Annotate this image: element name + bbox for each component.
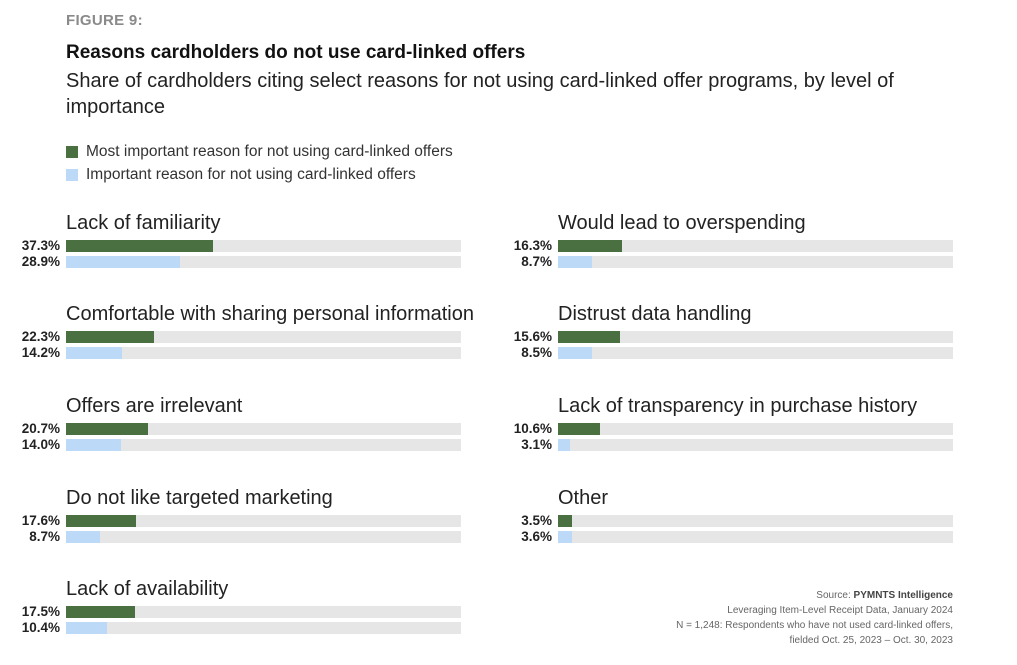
legend-item-most-important: Most important reason for not using card… — [66, 140, 453, 163]
category-label-comfortable-with-sharing-personal-information: Comfortable with sharing personal inform… — [66, 303, 474, 325]
bar-comfortable-with-sharing-personal-information-important — [66, 347, 123, 359]
bar-track-other-most-important — [558, 515, 953, 527]
data-label-do-not-like-targeted-marketing-most-important: 17.6% — [21, 513, 60, 528]
panel-do-not-like-targeted-marketing: Do not like targeted marketing 17.6% 8.7% — [22, 487, 466, 557]
bar-track-offers-are-irrelevant-most-important — [66, 423, 461, 435]
panel-lack-of-transparency-in-purchase-history: Lack of transparency in purchase history… — [514, 395, 958, 465]
source-line-4: fielded Oct. 25, 2023 – Oct. 30, 2023 — [789, 635, 953, 646]
bar-track-lack-of-availability-important — [66, 622, 461, 634]
legend-swatch-important — [66, 168, 78, 181]
panel-comfortable-with-sharing-personal-information: Comfortable with sharing personal inform… — [22, 303, 474, 373]
category-label-lack-of-transparency-in-purchase-history: Lack of transparency in purchase history — [558, 395, 918, 417]
bar-track-lack-of-transparency-in-purchase-history-most-important — [558, 423, 953, 435]
bar-lack-of-availability-important — [66, 622, 108, 634]
bar-other-important — [558, 531, 573, 543]
category-label-do-not-like-targeted-marketing: Do not like targeted marketing — [66, 487, 333, 509]
data-label-offers-are-irrelevant-most-important: 20.7% — [21, 421, 60, 436]
bar-distrust-data-handling-most-important — [558, 331, 620, 343]
category-label-lack-of-familiarity: Lack of familiarity — [66, 212, 221, 234]
source-line-1: Source: PYMNTS Intelligence — [676, 588, 953, 603]
bar-lack-of-familiarity-most-important — [66, 240, 214, 252]
bar-lack-of-availability-most-important — [66, 606, 136, 618]
panel-would-lead-to-overspending: Would lead to overspending 16.3% 8.7% — [514, 212, 958, 282]
data-label-lack-of-availability-important: 10.4% — [21, 620, 60, 635]
data-label-distrust-data-handling-important: 8.5% — [521, 345, 552, 360]
bar-track-distrust-data-handling-important — [558, 347, 953, 359]
source-name: PYMNTS Intelligence — [853, 590, 953, 601]
bar-track-other-important — [558, 531, 953, 543]
legend-swatch-most-important — [66, 145, 78, 158]
panel-offers-are-irrelevant: Offers are irrelevant 20.7% 14.0% — [22, 395, 466, 465]
source-prefix: Source: — [816, 590, 854, 601]
data-label-lack-of-familiarity-important: 28.9% — [21, 254, 60, 269]
panel-lack-of-familiarity: Lack of familiarity 37.3% 28.9% — [22, 212, 466, 282]
chart-subtitle: Share of cardholders citing select reaso… — [66, 70, 894, 118]
data-label-would-lead-to-overspending-important: 8.7% — [521, 254, 552, 269]
bar-track-do-not-like-targeted-marketing-important — [66, 531, 461, 543]
bar-track-comfortable-with-sharing-personal-information-important — [66, 347, 461, 359]
bar-track-do-not-like-targeted-marketing-most-important — [66, 515, 461, 527]
category-label-distrust-data-handling: Distrust data handling — [558, 303, 752, 325]
bar-track-lack-of-availability-most-important — [66, 606, 461, 618]
data-label-comfortable-with-sharing-personal-information-most-important: 22.3% — [21, 329, 60, 344]
data-label-lack-of-availability-most-important: 17.5% — [21, 604, 60, 619]
chart-title: Reasons cardholders do not use card-link… — [66, 42, 526, 63]
bar-do-not-like-targeted-marketing-most-important — [66, 515, 136, 527]
data-label-offers-are-irrelevant-important: 14.0% — [21, 437, 60, 452]
category-label-other: Other — [558, 487, 609, 509]
panel-lack-of-availability: Lack of availability 17.5% 10.4% — [22, 578, 466, 648]
data-label-comfortable-with-sharing-personal-information-important: 14.2% — [21, 345, 60, 360]
data-label-do-not-like-targeted-marketing-important: 8.7% — [29, 529, 60, 544]
source-line-3: N = 1,248: Respondents who have not used… — [676, 620, 953, 631]
data-label-lack-of-transparency-in-purchase-history-important: 3.1% — [521, 437, 552, 452]
bar-track-lack-of-transparency-in-purchase-history-important — [558, 439, 953, 451]
bar-comfortable-with-sharing-personal-information-most-important — [66, 331, 155, 343]
bar-track-comfortable-with-sharing-personal-information-most-important — [66, 331, 461, 343]
panel-distrust-data-handling: Distrust data handling 15.6% 8.5% — [514, 303, 958, 373]
bar-lack-of-familiarity-important — [66, 256, 181, 268]
category-label-offers-are-irrelevant: Offers are irrelevant — [66, 395, 243, 417]
bar-track-offers-are-irrelevant-important — [66, 439, 461, 451]
category-label-would-lead-to-overspending: Would lead to overspending — [558, 212, 806, 234]
data-label-other-important: 3.6% — [521, 529, 552, 544]
bar-track-would-lead-to-overspending-most-important — [558, 240, 953, 252]
data-label-other-most-important: 3.5% — [521, 513, 552, 528]
bar-offers-are-irrelevant-important — [66, 439, 122, 451]
category-label-lack-of-availability: Lack of availability — [66, 578, 229, 600]
source-line-2: Leveraging Item-Level Receipt Data, Janu… — [727, 605, 953, 616]
legend-label-most-important: Most important reason for not using card… — [86, 142, 453, 160]
bar-track-distrust-data-handling-most-important — [558, 331, 953, 343]
bar-lack-of-transparency-in-purchase-history-important — [558, 439, 571, 451]
legend: Most important reason for not using card… — [66, 140, 453, 186]
legend-item-important: Important reason for not using card-link… — [66, 163, 453, 186]
bar-track-lack-of-familiarity-important — [66, 256, 461, 268]
bar-distrust-data-handling-important — [558, 347, 592, 359]
bar-offers-are-irrelevant-most-important — [66, 423, 148, 435]
data-label-distrust-data-handling-most-important: 15.6% — [513, 329, 552, 344]
bar-do-not-like-targeted-marketing-important — [66, 531, 101, 543]
data-label-lack-of-familiarity-most-important: 37.3% — [21, 238, 60, 253]
bar-other-most-important — [558, 515, 572, 527]
bar-lack-of-transparency-in-purchase-history-most-important — [558, 423, 600, 435]
source-note: Source: PYMNTS Intelligence Leveraging I… — [676, 588, 953, 648]
figure-label: FIGURE 9: — [66, 12, 143, 29]
data-label-would-lead-to-overspending-most-important: 16.3% — [513, 238, 552, 253]
bar-track-would-lead-to-overspending-important — [558, 256, 953, 268]
panel-other: Other 3.5% 3.6% — [521, 487, 958, 557]
data-label-lack-of-transparency-in-purchase-history-most-important: 10.6% — [513, 421, 552, 436]
bar-track-lack-of-familiarity-most-important — [66, 240, 461, 252]
bar-would-lead-to-overspending-important — [558, 256, 593, 268]
bar-would-lead-to-overspending-most-important — [558, 240, 623, 252]
legend-label-important: Important reason for not using card-link… — [86, 165, 416, 183]
